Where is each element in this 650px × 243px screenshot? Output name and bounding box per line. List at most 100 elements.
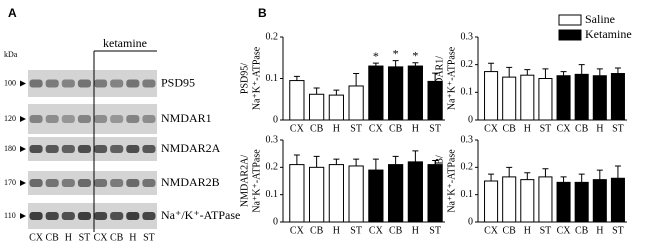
error-bar <box>372 158 379 171</box>
y-axis-label: Na⁺K⁺-ATPase <box>251 149 262 213</box>
protein-label: NMDAR2A <box>161 141 221 155</box>
lane-label: ST <box>143 232 155 243</box>
x-tick-label: CB <box>575 123 589 134</box>
x-tick-label: ST <box>540 225 552 236</box>
bar <box>289 164 305 223</box>
error-bar <box>293 75 300 81</box>
bar <box>520 179 535 223</box>
y-tick-label: 0.1 <box>266 189 279 200</box>
error-bar <box>488 173 495 181</box>
y-tick-label: 0.1 <box>461 189 474 200</box>
blot-band <box>126 212 140 220</box>
error-bar <box>432 160 439 165</box>
error-bar <box>596 169 603 180</box>
y-tick-label: 0.1 <box>266 73 279 84</box>
x-tick-label: CB <box>503 225 517 236</box>
blot-band <box>61 115 75 123</box>
marker-arrow <box>20 146 26 152</box>
x-tick-label: ST <box>540 123 552 134</box>
x-tick-label: CB <box>503 123 517 134</box>
blot-band <box>126 179 140 187</box>
x-tick-label: CX <box>290 123 305 134</box>
error-bar <box>506 166 513 177</box>
y-tick-label: 0 <box>273 114 278 125</box>
blot-band <box>29 145 43 153</box>
x-tick-label: CB <box>389 123 403 134</box>
error-bar <box>333 89 340 96</box>
y-axis-label: NMDAR2B/ <box>434 155 445 207</box>
bar <box>610 73 625 121</box>
bar-chart: 0 0.1 0.2 0.3 NMDAR2A/Na⁺K⁺-ATPase CX CB H ST CX C… <box>239 134 445 236</box>
error-bar <box>353 73 360 86</box>
lane-label: H <box>65 232 72 243</box>
blot-band <box>110 179 124 187</box>
bar <box>484 180 499 223</box>
blot-strip <box>28 104 157 134</box>
blot-band <box>142 115 156 123</box>
error-bar <box>372 62 379 67</box>
error-bar <box>392 155 399 165</box>
protein-label: NMDAR1 <box>161 111 212 125</box>
blot-band <box>45 212 59 220</box>
y-tick-label: 0.2 <box>461 59 474 70</box>
blot-band <box>142 212 156 220</box>
error-bar <box>542 168 549 177</box>
marker-label: 100 <box>4 78 16 87</box>
significance-mark: * <box>412 48 418 62</box>
lane-label: H <box>129 232 136 243</box>
blot-band <box>126 79 140 88</box>
bar <box>538 176 553 223</box>
x-tick-label: ST <box>429 123 441 134</box>
marker-arrow <box>20 80 26 87</box>
x-tick-label: ST <box>350 225 362 236</box>
blot-band <box>94 145 108 153</box>
bar <box>520 74 535 121</box>
x-tick-label: H <box>412 123 419 134</box>
blot-band <box>77 79 91 88</box>
error-bar <box>412 150 419 162</box>
bar <box>328 94 344 121</box>
blot-band <box>94 179 108 187</box>
blot-band <box>29 179 43 187</box>
significance-mark: * <box>373 49 379 63</box>
x-tick-label: CX <box>557 123 572 134</box>
y-axis-label: NMDAR2A/ <box>239 155 250 207</box>
error-bar <box>524 172 531 180</box>
x-tick-label: CB <box>310 123 324 134</box>
bar <box>407 65 423 121</box>
y-tick-label: 0.2 <box>266 162 279 173</box>
blot-band <box>110 79 124 88</box>
bar <box>502 76 517 121</box>
blot-band <box>45 145 59 153</box>
legend-label: Ketamine <box>585 27 632 41</box>
error-bar <box>596 68 603 76</box>
error-bar <box>432 72 439 82</box>
error-bar <box>333 158 340 165</box>
blot-band <box>45 79 59 88</box>
bar <box>574 181 589 223</box>
protein-label: PSD95 <box>161 75 195 89</box>
bar <box>368 169 384 223</box>
bar <box>328 164 344 223</box>
bar <box>574 73 589 121</box>
x-tick-label: CB <box>310 225 324 236</box>
error-bar <box>614 67 621 74</box>
blot-band <box>61 179 75 187</box>
error-bar <box>392 60 399 67</box>
blot-band <box>142 145 156 153</box>
blot-band <box>29 115 43 123</box>
blot-band <box>29 79 43 88</box>
blot-band <box>94 115 108 123</box>
x-tick-label: H <box>412 225 419 236</box>
x-tick-label: H <box>596 225 603 236</box>
error-bar <box>542 68 549 79</box>
lane-label: CX <box>94 232 109 243</box>
x-tick-label: CX <box>369 225 384 236</box>
x-tick-label: H <box>333 225 340 236</box>
legend-label: Saline <box>585 12 615 26</box>
bar <box>610 177 625 223</box>
bar <box>348 165 364 223</box>
blot-band <box>61 145 75 153</box>
blot-band <box>142 79 156 88</box>
